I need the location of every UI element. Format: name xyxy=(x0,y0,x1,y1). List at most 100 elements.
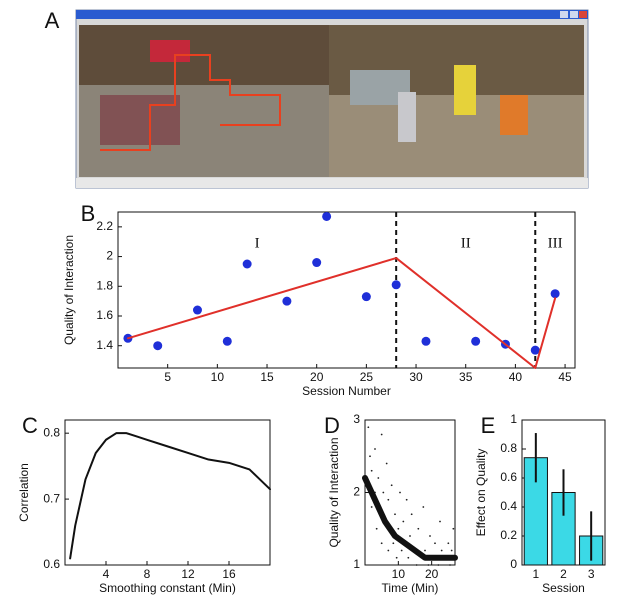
x-axis-label: Session xyxy=(542,581,585,595)
data-point xyxy=(387,549,390,552)
data-point xyxy=(377,477,380,479)
data-point xyxy=(242,259,252,269)
data-point xyxy=(394,513,396,516)
x-tick-label: 35 xyxy=(459,370,473,384)
data-point xyxy=(450,549,453,552)
data-point xyxy=(439,520,441,523)
data-point xyxy=(415,564,418,566)
region-label: II xyxy=(461,235,471,251)
region-label: I xyxy=(255,235,260,251)
data-point xyxy=(282,296,292,306)
y-tick-label: 1.4 xyxy=(96,338,113,352)
plot-frame xyxy=(117,211,576,369)
data-point xyxy=(471,336,481,346)
data-point xyxy=(392,542,395,545)
y-axis-label: Quality of Interaction xyxy=(327,437,341,547)
title-bar xyxy=(76,10,588,19)
x-axis-label: Smoothing constant (Min) xyxy=(99,581,236,595)
data-point xyxy=(424,549,426,552)
x-tick-label: 8 xyxy=(144,567,151,581)
data-point xyxy=(361,292,371,302)
data-point xyxy=(427,564,430,566)
y-axis-label: Quality of Interaction xyxy=(62,235,76,345)
panel-label: A xyxy=(45,8,60,33)
plot-frame xyxy=(64,419,271,566)
x-tick-label: 3 xyxy=(588,567,595,581)
panel-label: C xyxy=(22,413,38,438)
data-point xyxy=(192,305,202,315)
data-point xyxy=(400,549,403,552)
region-label: III xyxy=(548,235,563,251)
y-tick-label: 1.6 xyxy=(96,308,113,322)
y-tick-label: 0.6 xyxy=(43,557,60,571)
data-point xyxy=(429,535,431,537)
x-tick-label: 20 xyxy=(425,567,439,581)
x-tick-label: 30 xyxy=(409,370,423,384)
data-point xyxy=(417,527,420,530)
y-axis-label: Correlation xyxy=(17,463,31,522)
panel-label: D xyxy=(324,413,340,438)
scene-child xyxy=(500,95,528,135)
data-point xyxy=(550,289,560,299)
x-axis-label: Session Number xyxy=(302,384,391,398)
data-point xyxy=(369,455,371,458)
data-point xyxy=(395,556,398,559)
data-point xyxy=(382,491,385,494)
data-point xyxy=(385,462,388,465)
status-bar xyxy=(76,178,588,188)
data-line xyxy=(69,432,271,560)
data-point xyxy=(391,280,401,290)
scene-child xyxy=(454,65,476,115)
data-point xyxy=(387,498,390,501)
data-point xyxy=(410,513,413,516)
data-point xyxy=(409,535,411,537)
data-point xyxy=(402,520,405,523)
x-tick-label: 10 xyxy=(211,370,225,384)
x-tick-label: 4 xyxy=(103,567,110,581)
data-point xyxy=(422,506,425,508)
scene-robot xyxy=(398,92,416,142)
x-tick-label: 2 xyxy=(560,567,567,581)
x-tick-label: 10 xyxy=(392,567,406,581)
data-point xyxy=(452,527,455,530)
x-tick-label: 12 xyxy=(181,567,195,581)
data-point xyxy=(421,336,431,346)
data-point xyxy=(375,527,378,530)
data-point xyxy=(380,542,383,545)
y-tick-label: 0.8 xyxy=(500,441,517,455)
data-point xyxy=(153,341,163,351)
window-button xyxy=(579,11,587,18)
panel-label: B xyxy=(81,201,96,226)
data-point xyxy=(370,469,373,472)
y-tick-label: 2.2 xyxy=(96,219,113,233)
y-tick-label: 1 xyxy=(510,412,517,426)
data-point xyxy=(390,484,393,487)
x-tick-label: 25 xyxy=(360,370,374,384)
x-tick-label: 1 xyxy=(532,567,539,581)
data-point xyxy=(434,542,436,545)
y-tick-label: 2 xyxy=(353,485,360,499)
window-button xyxy=(560,11,568,18)
y-tick-label: 1 xyxy=(353,557,360,571)
data-point xyxy=(437,564,440,566)
data-point xyxy=(405,498,408,501)
data-point xyxy=(440,549,443,552)
x-tick-label: 15 xyxy=(260,370,274,384)
x-tick-label: 40 xyxy=(509,370,523,384)
data-point xyxy=(449,564,451,566)
y-tick-label: 0.2 xyxy=(500,528,517,542)
video-window xyxy=(75,9,589,189)
data-point xyxy=(380,433,383,436)
data-point xyxy=(322,211,332,221)
data-point xyxy=(222,336,232,346)
data-point xyxy=(399,491,401,494)
y-tick-label: 2 xyxy=(106,249,113,263)
data-point xyxy=(397,527,400,530)
x-axis-label: Time (Min) xyxy=(382,581,439,595)
y-tick-label: 3 xyxy=(353,412,360,426)
x-tick-label: 20 xyxy=(310,370,324,384)
data-point xyxy=(374,448,376,450)
scene-rug xyxy=(100,95,180,145)
y-tick-label: 0.6 xyxy=(500,470,517,484)
